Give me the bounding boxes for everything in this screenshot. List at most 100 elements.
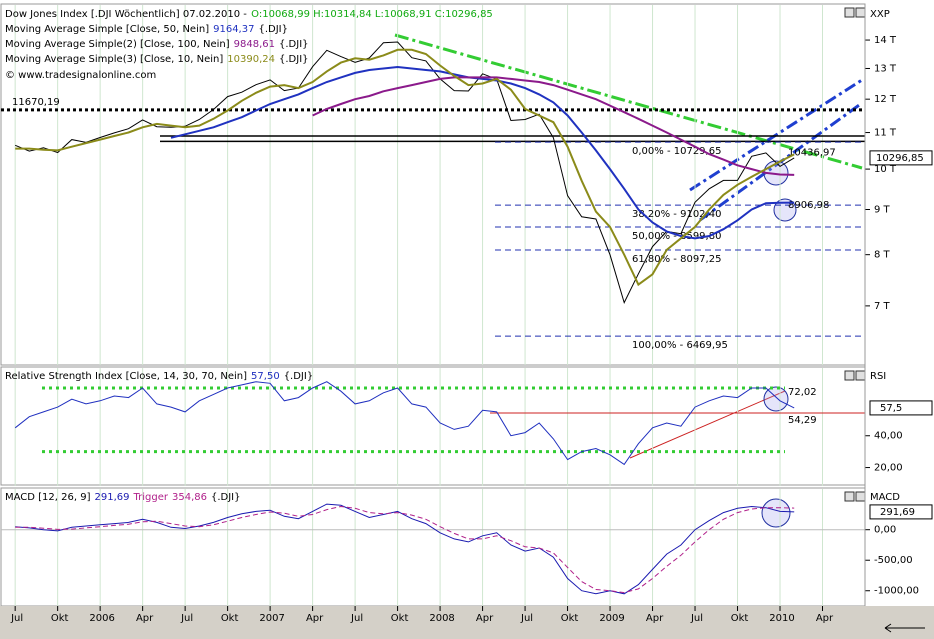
y-tick-label: -1000,00 — [874, 586, 919, 597]
y-tick-label: 0,00 — [874, 525, 896, 536]
maximize-button[interactable] — [844, 7, 855, 18]
legend-entry: Moving Average Simple(3) [Close, 10, Nei… — [5, 54, 309, 65]
fib-label: 38,20% - 9102,40 — [632, 209, 721, 220]
legend-symbol: {.DJI} — [211, 492, 241, 503]
price-box — [869, 150, 933, 166]
y-tick-label: 9 T — [874, 205, 891, 216]
x-tick-label: Okt — [391, 613, 409, 624]
y-tick-label: 40,00 — [874, 431, 903, 442]
x-tick-label: 2009 — [599, 613, 624, 624]
legend-symbol: {.DJI} — [279, 54, 309, 65]
level-label: 11670,19 — [12, 97, 60, 108]
rsi-red-label: 72,02 — [788, 387, 817, 398]
legend-value: 9164,37 — [213, 24, 254, 35]
value-box — [869, 400, 933, 416]
close-button[interactable] — [855, 491, 866, 502]
legend-name: Trigger — [132, 492, 168, 503]
fib-label: 50,00% - 8599,80 — [632, 231, 721, 242]
value-box — [869, 504, 933, 520]
y-tick-label: -500,00 — [874, 555, 913, 566]
x-tick-label: 2006 — [89, 613, 114, 624]
x-tick-label: Okt — [561, 613, 579, 624]
fib-label: 100,00% - 6469,95 — [632, 340, 728, 351]
x-tick-label: 2008 — [429, 613, 454, 624]
x-tick-label: Apr — [646, 613, 664, 624]
axis-label: RSI — [870, 371, 886, 382]
annotation: 10436,97 — [788, 148, 836, 159]
value-box-label: 57,5 — [880, 403, 902, 414]
axis-label: XXP — [870, 9, 890, 20]
x-tick-label: Jul — [180, 613, 193, 624]
close-button[interactable] — [855, 370, 866, 381]
y-tick-label: 20,00 — [874, 463, 903, 474]
y-tick-label: 11 T — [874, 128, 897, 139]
x-tick-label: Apr — [306, 613, 324, 624]
y-tick-label: 7 T — [874, 301, 891, 312]
annotation: 8906,98 — [788, 200, 829, 211]
ohlc: O:10068,99 H:10314,84 L:10068,91 C:10296… — [251, 9, 493, 20]
legend-value: 354,86 — [172, 492, 207, 503]
x-tick-label: Okt — [51, 613, 69, 624]
highlight — [773, 198, 797, 222]
panel-legend: MACD [12, 26, 9] 291,69 Trigger 354,86 {.DJI… — [5, 492, 241, 503]
legend-name: Moving Average Simple [Close, 50, Nein] — [5, 24, 209, 35]
y-tick-label: 10 T — [874, 164, 897, 175]
time-axis-bar — [0, 606, 934, 639]
x-tick-label: Apr — [476, 613, 494, 624]
legend-value: 9848,61 — [234, 39, 275, 50]
y-tick-label: 14 T — [874, 35, 897, 46]
legend-value: 57,50 — [251, 371, 280, 382]
x-tick-label: Okt — [221, 613, 239, 624]
highlight — [763, 386, 789, 412]
legend-symbol: {.DJI} — [279, 39, 309, 50]
panel-legend: Relative Strength Index [Close, 14, 30, … — [5, 371, 313, 382]
x-tick-label: Apr — [136, 613, 154, 624]
legend-value: 10390,24 — [227, 54, 275, 65]
x-tick-label: Jul — [10, 613, 23, 624]
legend-symbol: {.DJI} — [284, 371, 314, 382]
fib-label: 0,00% - 10729,65 — [632, 146, 721, 157]
legend-name: MACD [12, 26, 9] — [5, 492, 91, 503]
price-box-label: 10296,85 — [876, 153, 924, 164]
channel-line — [689, 78, 863, 192]
macd-line — [15, 503, 795, 595]
moving-average — [170, 65, 795, 240]
maximize-button[interactable] — [844, 370, 855, 381]
legend-name: Relative Strength Index [Close, 14, 30, … — [5, 371, 247, 382]
trend-line — [394, 33, 863, 170]
x-tick-label: Jul — [520, 613, 533, 624]
legend-value: 291,69 — [94, 492, 129, 503]
close-button[interactable] — [855, 7, 866, 18]
value-box-label: 291,69 — [880, 507, 915, 518]
legend-entry: Moving Average Simple [Close, 50, Nein] 9… — [5, 24, 288, 35]
legend-entry: Moving Average Simple(2) [Close, 100, Ne… — [5, 39, 309, 50]
source: © www.tradesignalonline.com — [5, 70, 156, 81]
highlight — [761, 498, 791, 528]
x-tick-label: Okt — [731, 613, 749, 624]
panel-legend: Dow Jones Index [.DJI Wöchentlich] 07.02… — [5, 9, 493, 20]
y-tick-label: 8 T — [874, 250, 891, 261]
panel-buttons[interactable] — [844, 7, 866, 502]
legend-name: Moving Average Simple(3) [Close, 10, Nei… — [5, 54, 223, 65]
scroll-arrow[interactable] — [884, 623, 925, 633]
chart-title: Dow Jones Index [.DJI Wöchentlich] 07.02… — [5, 9, 247, 20]
maximize-button[interactable] — [844, 491, 855, 502]
moving-average — [312, 76, 795, 176]
x-tick-label: Jul — [350, 613, 363, 624]
x-tick-label: Jul — [690, 613, 703, 624]
x-tick-label: 2010 — [769, 613, 794, 624]
fib-label: 61,80% - 8097,25 — [632, 254, 721, 265]
rsi-red-label: 54,29 — [788, 415, 817, 426]
legend-symbol: {.DJI} — [258, 24, 288, 35]
rsi-trend-line — [629, 390, 786, 459]
x-tick-label: Apr — [816, 613, 834, 624]
moving-average — [15, 48, 795, 287]
rsi-line — [14, 381, 795, 466]
y-tick-label: 13 T — [874, 63, 897, 74]
y-tick-label: 12 T — [874, 94, 897, 105]
x-tick-label: 2007 — [259, 613, 284, 624]
legend-name: Moving Average Simple(2) [Close, 100, Ne… — [5, 39, 230, 50]
trigger-line — [15, 505, 795, 594]
